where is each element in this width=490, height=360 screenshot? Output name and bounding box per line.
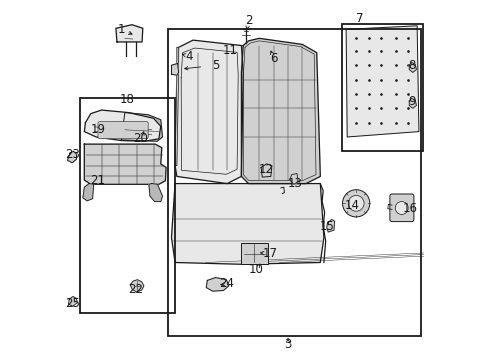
Text: 20: 20 bbox=[134, 132, 148, 145]
Polygon shape bbox=[149, 184, 163, 202]
Polygon shape bbox=[172, 184, 324, 264]
Text: 11: 11 bbox=[223, 44, 238, 57]
Polygon shape bbox=[346, 26, 419, 137]
Text: 9: 9 bbox=[408, 95, 416, 108]
Polygon shape bbox=[409, 62, 416, 72]
Polygon shape bbox=[327, 220, 335, 232]
Polygon shape bbox=[206, 278, 229, 291]
Text: 16: 16 bbox=[402, 202, 417, 215]
Polygon shape bbox=[84, 110, 161, 141]
Polygon shape bbox=[290, 174, 298, 184]
FancyBboxPatch shape bbox=[241, 243, 268, 264]
Text: 15: 15 bbox=[320, 220, 335, 233]
Text: 22: 22 bbox=[128, 283, 143, 296]
Text: 17: 17 bbox=[263, 247, 278, 260]
Polygon shape bbox=[242, 39, 320, 184]
Text: 18: 18 bbox=[119, 93, 134, 106]
Polygon shape bbox=[68, 151, 76, 163]
Polygon shape bbox=[175, 47, 179, 166]
Polygon shape bbox=[122, 113, 163, 141]
Text: 24: 24 bbox=[220, 278, 235, 291]
Text: 6: 6 bbox=[270, 51, 277, 64]
Text: 13: 13 bbox=[288, 177, 303, 190]
Text: 12: 12 bbox=[259, 163, 274, 176]
Circle shape bbox=[395, 202, 408, 215]
Circle shape bbox=[348, 195, 364, 211]
Polygon shape bbox=[409, 98, 416, 108]
Text: 7: 7 bbox=[356, 12, 364, 25]
Polygon shape bbox=[83, 184, 94, 201]
Text: 4: 4 bbox=[186, 50, 193, 63]
FancyBboxPatch shape bbox=[390, 194, 414, 222]
Text: 1: 1 bbox=[118, 23, 125, 36]
Polygon shape bbox=[130, 280, 144, 292]
Text: 8: 8 bbox=[408, 59, 416, 72]
Polygon shape bbox=[116, 25, 143, 42]
Text: 3: 3 bbox=[284, 338, 292, 351]
Circle shape bbox=[343, 190, 370, 217]
Text: 21: 21 bbox=[91, 174, 105, 186]
FancyBboxPatch shape bbox=[98, 122, 148, 139]
Polygon shape bbox=[69, 297, 77, 306]
Text: 5: 5 bbox=[213, 59, 220, 72]
Text: 14: 14 bbox=[345, 199, 360, 212]
Bar bbox=[342, 24, 422, 151]
Text: 23: 23 bbox=[66, 148, 80, 161]
Polygon shape bbox=[261, 164, 272, 177]
Text: 19: 19 bbox=[91, 123, 105, 136]
Text: 2: 2 bbox=[245, 14, 252, 27]
Bar bbox=[80, 98, 175, 313]
Polygon shape bbox=[175, 40, 243, 184]
Bar bbox=[168, 30, 421, 336]
Text: 25: 25 bbox=[66, 297, 80, 310]
Polygon shape bbox=[84, 144, 166, 184]
Text: 10: 10 bbox=[248, 263, 263, 276]
Polygon shape bbox=[172, 63, 179, 75]
